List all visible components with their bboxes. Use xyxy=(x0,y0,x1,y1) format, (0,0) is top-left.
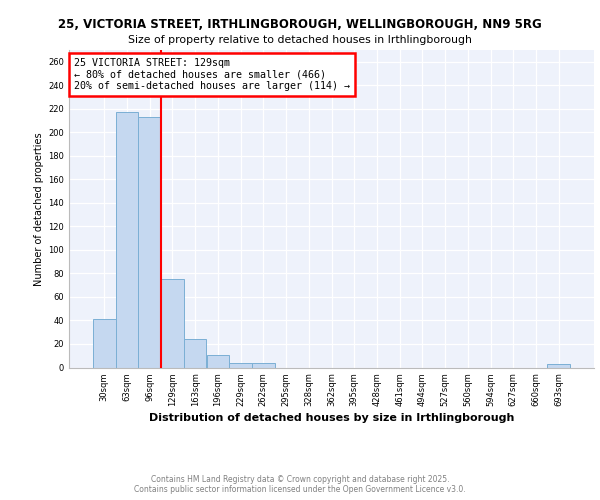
Text: Size of property relative to detached houses in Irthlingborough: Size of property relative to detached ho… xyxy=(128,35,472,45)
Bar xyxy=(229,363,252,368)
Bar xyxy=(547,364,570,368)
Bar xyxy=(252,363,275,368)
Text: Contains HM Land Registry data © Crown copyright and database right 2025.
Contai: Contains HM Land Registry data © Crown c… xyxy=(134,474,466,494)
Bar xyxy=(139,117,161,368)
Text: 25, VICTORIA STREET, IRTHLINGBOROUGH, WELLINGBOROUGH, NN9 5RG: 25, VICTORIA STREET, IRTHLINGBOROUGH, WE… xyxy=(58,18,542,30)
Bar xyxy=(184,340,206,367)
Bar xyxy=(116,112,139,368)
Bar xyxy=(93,320,116,368)
Y-axis label: Number of detached properties: Number of detached properties xyxy=(34,132,44,286)
Bar xyxy=(206,354,229,368)
X-axis label: Distribution of detached houses by size in Irthlingborough: Distribution of detached houses by size … xyxy=(149,413,514,423)
Bar xyxy=(161,280,184,368)
Text: 25 VICTORIA STREET: 129sqm
← 80% of detached houses are smaller (466)
20% of sem: 25 VICTORIA STREET: 129sqm ← 80% of deta… xyxy=(74,58,350,91)
